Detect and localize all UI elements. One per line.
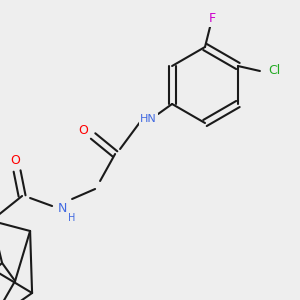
- Text: H: H: [68, 213, 76, 223]
- Text: O: O: [78, 124, 88, 137]
- Text: HN: HN: [140, 114, 157, 124]
- Text: N: N: [57, 202, 67, 215]
- Text: Cl: Cl: [268, 64, 280, 77]
- Text: O: O: [10, 154, 20, 167]
- Text: F: F: [208, 13, 216, 26]
